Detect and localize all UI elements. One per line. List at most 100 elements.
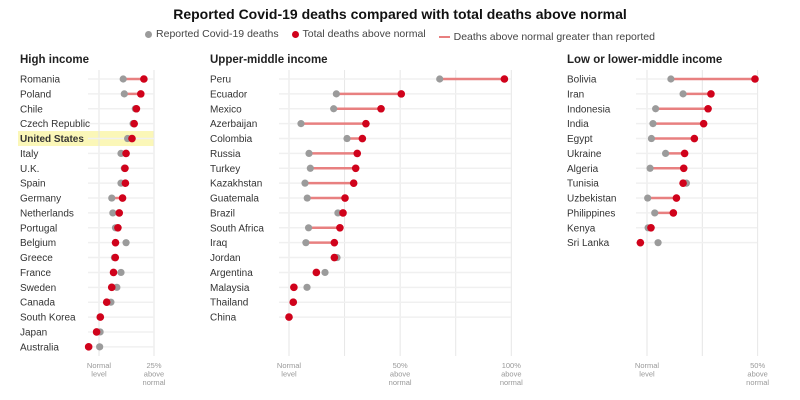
red-dot-icon (291, 30, 299, 38)
reported-dot (330, 105, 338, 113)
country-label: Russia (210, 149, 241, 160)
excess-dot (102, 298, 111, 307)
excess-dot (349, 179, 358, 187)
reported-dot (301, 179, 309, 187)
country-label: Czech Republic (20, 119, 90, 130)
tick-label: 100% (502, 361, 522, 370)
country-label: Romania (20, 75, 60, 86)
country-label: South Africa (210, 223, 264, 234)
reported-dot (343, 134, 351, 143)
country-label: Bolivia (567, 75, 597, 86)
reported-dot (108, 194, 116, 202)
gray-dot-icon (145, 30, 153, 38)
legend: Reported Covid-19 deaths Total deaths ab… (0, 28, 800, 43)
country-label: Belgium (20, 238, 56, 249)
tick-label: level (639, 370, 655, 379)
country-label: Philippines (567, 208, 615, 219)
excess-dot (107, 283, 116, 292)
tick-label: Normal (277, 361, 302, 370)
country-label: Canada (20, 298, 55, 309)
excess-dot (679, 164, 688, 173)
legend-label-excess: Total deaths above normal (302, 28, 426, 40)
excess-dot (358, 134, 367, 143)
country-label: South Korea (20, 313, 76, 324)
country-label: India (567, 119, 589, 130)
reported-dot (646, 164, 654, 172)
excess-dot (330, 238, 339, 247)
panel-1: Upper-middle incomeNormallevel50%aboveno… (210, 54, 523, 387)
excess-dot (128, 134, 136, 143)
excess-dot (500, 75, 509, 83)
country-label: Chile (20, 104, 43, 115)
excess-dot (699, 119, 708, 128)
excess-dot (137, 90, 145, 98)
excess-dot (647, 224, 655, 232)
panel-title: High income (20, 54, 89, 66)
country-label: Netherlands (20, 208, 74, 219)
excess-dot (397, 90, 406, 98)
excess-dot (84, 343, 93, 351)
tick-label: Normal (87, 361, 112, 370)
country-label: Argentina (210, 268, 253, 279)
reported-dot (302, 239, 310, 247)
reported-dot (654, 239, 662, 247)
excess-dot (330, 253, 339, 262)
tick-label: above (501, 370, 521, 379)
tick-label: normal (143, 378, 166, 387)
excess-dot (669, 209, 678, 217)
excess-dot (690, 134, 699, 143)
tick-label: above (390, 370, 410, 379)
country-label: Mexico (210, 104, 242, 115)
reported-dot (644, 194, 652, 202)
panel-title: Low or lower-middle income (567, 54, 722, 66)
excess-dot (751, 75, 759, 83)
reported-dot (303, 283, 311, 291)
excess-dot (336, 224, 344, 232)
country-label: Portugal (20, 223, 57, 234)
tick-label: normal (746, 378, 769, 387)
country-label: Italy (20, 149, 38, 160)
legend-label-reported: Reported Covid-19 deaths (156, 28, 279, 40)
tick-label: normal (500, 378, 523, 387)
country-label: Spain (20, 179, 46, 190)
excess-dot (312, 268, 321, 277)
country-label: Kenya (567, 223, 596, 234)
excess-dot (109, 268, 118, 277)
excess-dot (92, 328, 101, 336)
red-line-icon (438, 35, 450, 38)
country-label: Australia (20, 342, 59, 353)
reported-dot (303, 194, 311, 202)
tick-label: above (747, 370, 767, 379)
tick-label: Normal (635, 361, 660, 370)
country-label: Thailand (210, 298, 248, 309)
reported-dot (647, 134, 656, 143)
excess-dot (679, 179, 687, 187)
reported-dot (651, 209, 659, 217)
excess-dot (680, 149, 689, 158)
highlight-band (18, 131, 154, 147)
country-label: Kazakhstan (210, 179, 262, 190)
tick-label: level (91, 370, 107, 379)
legend-label-connector: Deaths above normal greater than reporte… (453, 30, 655, 43)
excess-dot (672, 194, 681, 202)
excess-dot (285, 313, 293, 321)
country-label: China (210, 313, 237, 324)
tick-label: 50% (393, 361, 408, 370)
country-label: Iraq (210, 238, 227, 249)
excess-dot (140, 75, 148, 83)
country-label: Indonesia (567, 104, 611, 115)
tick-label: level (281, 370, 297, 379)
reported-dot (332, 90, 340, 98)
reported-dot (297, 120, 305, 128)
country-label: Sweden (20, 283, 56, 294)
reported-dot (679, 90, 687, 98)
reported-dot (652, 105, 660, 113)
country-label: Uzbekistan (567, 194, 616, 205)
excess-dot (130, 119, 138, 128)
country-label: Germany (20, 194, 61, 205)
reported-dot (667, 75, 675, 83)
country-label: Guatemala (210, 194, 259, 205)
excess-dot (351, 164, 360, 173)
